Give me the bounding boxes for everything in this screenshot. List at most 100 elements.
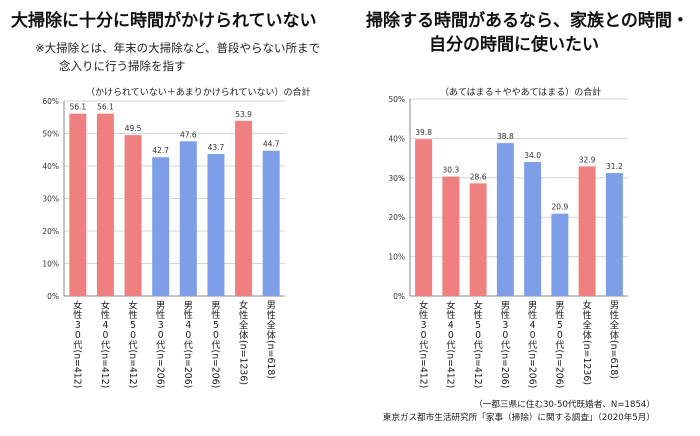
- left-chart-bar: [262, 150, 280, 296]
- svg-text:0: 0: [421, 330, 427, 341]
- left-chart-title: （かけられていない＋あまりかけられていない）の合計: [86, 88, 311, 98]
- svg-text:女: 女: [128, 299, 137, 311]
- right-chart-bar: [605, 173, 623, 296]
- svg-text:0: 0: [530, 330, 536, 341]
- right-chart-value-label: 32.9: [579, 155, 596, 164]
- left-chart-value-label: 47.6: [180, 130, 197, 139]
- svg-text:体: 体: [266, 329, 276, 341]
- svg-text:(n=206): (n=206): [210, 350, 221, 389]
- left-chart-ytick-label: 50%: [42, 130, 59, 139]
- left-chart-bar: [207, 153, 225, 296]
- left-chart-bar: [179, 141, 197, 296]
- svg-text:0: 0: [213, 330, 219, 341]
- svg-text:代: 代: [473, 340, 483, 351]
- svg-text:5: 5: [213, 320, 219, 331]
- source-sample-note: （一都三県に住む30-50代既婚者、N=1854）: [474, 400, 655, 410]
- svg-text:0: 0: [475, 330, 481, 341]
- left-note-line-1: ※大掃除とは、年末の大掃除など、普段やらない所まで: [35, 41, 321, 55]
- right-title-line-2: 自分の時間に使いたい: [429, 35, 599, 55]
- svg-text:男: 男: [501, 300, 510, 311]
- svg-text:性: 性: [473, 309, 482, 321]
- svg-text:性: 性: [211, 309, 220, 321]
- svg-text:全: 全: [610, 319, 620, 331]
- svg-text:(n=206): (n=206): [554, 350, 565, 389]
- svg-text:(n=412): (n=412): [99, 350, 110, 389]
- right-chart-ytick-label: 20%: [388, 213, 405, 222]
- svg-text:5: 5: [557, 320, 563, 331]
- left-chart-ytick-label: 40%: [42, 162, 59, 171]
- svg-text:(n=206): (n=206): [499, 350, 510, 389]
- right-chart-value-label: 39.8: [415, 128, 432, 137]
- svg-text:全: 全: [239, 319, 249, 331]
- left-chart-ytick-label: 0%: [47, 292, 59, 301]
- svg-text:(n=618): (n=618): [265, 340, 276, 379]
- svg-text:4: 4: [448, 320, 454, 331]
- svg-text:0: 0: [158, 330, 164, 341]
- svg-text:性: 性: [528, 309, 537, 321]
- svg-text:(n=206): (n=206): [182, 350, 193, 389]
- left-chart-ytick-label: 30%: [42, 195, 59, 204]
- right-chart-value-label: 30.3: [443, 166, 460, 175]
- left-chart-value-label: 53.9: [235, 110, 252, 119]
- svg-text:女: 女: [101, 299, 110, 311]
- svg-text:3: 3: [502, 320, 508, 331]
- svg-text:性: 性: [156, 309, 165, 321]
- svg-text:代: 代: [555, 340, 565, 351]
- right-chart-bar: [551, 213, 569, 296]
- svg-text:女: 女: [73, 299, 82, 311]
- svg-text:代: 代: [101, 340, 111, 351]
- left-chart-ytick-label: 60%: [42, 97, 59, 106]
- right-chart-ytick-label: 40%: [388, 134, 405, 143]
- right-chart-title: （あてはまる＋ややあてはまる）の合計: [440, 88, 602, 98]
- svg-text:0: 0: [75, 330, 81, 341]
- svg-text:性: 性: [555, 309, 564, 321]
- svg-text:女: 女: [419, 299, 428, 311]
- svg-text:(n=412): (n=412): [472, 350, 483, 389]
- svg-text:0: 0: [502, 330, 508, 341]
- svg-text:体: 体: [239, 329, 249, 341]
- svg-text:性: 性: [128, 309, 137, 321]
- svg-text:体: 体: [610, 329, 620, 341]
- svg-text:(n=206): (n=206): [154, 350, 165, 389]
- svg-text:代: 代: [419, 340, 429, 351]
- svg-text:4: 4: [530, 320, 536, 331]
- left-chart-value-label: 42.7: [152, 146, 169, 155]
- left-chart-value-label: 43.7: [208, 143, 225, 152]
- left-title: 大掃除に十分に時間がかけられていない: [11, 11, 317, 31]
- left-chart-value-label: 44.7: [263, 140, 280, 149]
- svg-text:0: 0: [448, 330, 454, 341]
- svg-text:代: 代: [446, 340, 456, 351]
- right-chart-bar: [524, 162, 542, 296]
- left-chart-bar: [152, 157, 170, 296]
- left-chart-bar: [69, 113, 87, 296]
- right-chart-value-label: 34.0: [524, 151, 541, 160]
- svg-text:性: 性: [446, 309, 455, 321]
- svg-text:代: 代: [184, 340, 194, 351]
- svg-text:(n=618): (n=618): [608, 340, 619, 379]
- svg-text:女: 女: [582, 299, 591, 311]
- right-chart-ytick-label: 30%: [388, 174, 405, 183]
- right-chart-bar: [578, 166, 596, 296]
- left-chart-bar: [124, 135, 142, 296]
- svg-text:性: 性: [610, 309, 619, 321]
- svg-text:性: 性: [239, 309, 248, 321]
- source-survey-note: 東京ガス都市生活研究所「家事（掃除）に関する調査」（2020年5月）: [382, 413, 655, 423]
- right-chart-value-label: 20.9: [552, 203, 569, 212]
- svg-text:(n=1236): (n=1236): [237, 340, 248, 385]
- svg-text:(n=1236): (n=1236): [581, 340, 592, 385]
- right-title-line-1: 掃除する時間があるなら、家族との時間・: [366, 11, 689, 31]
- svg-text:性: 性: [266, 309, 275, 321]
- svg-text:代: 代: [501, 340, 511, 351]
- svg-text:(n=206): (n=206): [526, 350, 537, 389]
- left-chart-ytick-label: 20%: [42, 227, 59, 236]
- svg-text:(n=412): (n=412): [417, 350, 428, 389]
